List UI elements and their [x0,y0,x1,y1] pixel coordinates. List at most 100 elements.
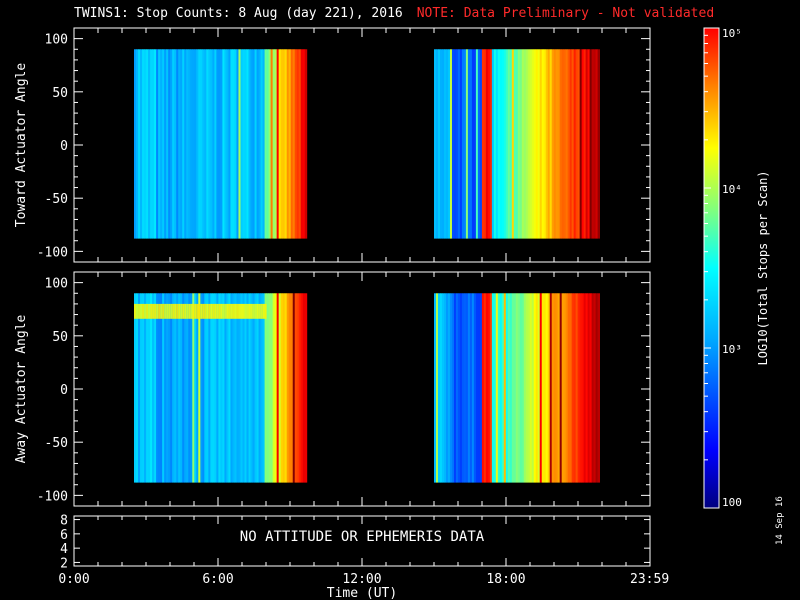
spectrogram-column [507,293,511,483]
spectrogram-column [503,49,507,239]
spectrogram-column [585,49,589,239]
spectrogram-band [252,303,255,319]
spectrogram-column [146,293,149,483]
spectrogram-column [479,293,483,483]
spectrogram-column [445,293,449,483]
spectrogram-column [250,49,253,239]
spectrogram-band [214,303,217,319]
spectrogram-band [262,303,266,319]
spectrogram-column [142,49,145,239]
y-tick-label: 100 [45,277,68,292]
spectrogram-band [226,303,229,319]
spectrogram-column [571,49,575,239]
y-axis-label: Away Actuator Angle [14,314,29,463]
x-tick-label: 23:59 [630,572,669,587]
spectrogram-band [180,303,183,319]
y-tick-label: 100 [45,33,68,48]
spectrogram-column [455,49,459,239]
spectrogram-column [254,293,257,483]
spectrogram-column [298,293,302,483]
spectrogram-band [144,303,147,319]
colorbar-tick-label: 10⁴ [722,183,742,196]
spectrogram-column [577,293,581,483]
spectrogram-column [527,293,531,483]
spectrogram-column [304,49,308,239]
spectrogram-column [236,293,239,483]
toward-angle-panel: 100 50 0 -50 -100 Toward Actuator Angle [14,27,651,263]
spectrogram-column [473,293,477,483]
spectrogram-column [224,293,227,483]
spectrogram-column [455,293,459,483]
spectrogram-column [270,293,274,483]
spectrogram-column [535,49,539,239]
spectrogram-column [541,49,545,239]
spectrogram-column [565,293,569,483]
spectrogram-column [174,49,177,239]
spectrogram-column [142,293,145,483]
spectrogram-column [597,49,600,239]
spectrogram-column [236,49,239,239]
spectrogram-column [509,293,513,483]
spectrogram-column [565,49,569,239]
spectrogram-column [587,49,591,239]
spectrogram-column [449,293,453,483]
spectrogram-column [146,49,149,239]
spectrogram-column [218,49,221,239]
spectrogram-column [511,293,515,483]
y-tick-label: 50 [52,86,68,101]
spectrogram-column [302,49,306,239]
y-axis-label: Toward Actuator Angle [14,63,29,228]
spectrogram-band [222,303,225,319]
spectrogram-column [176,293,179,483]
spectrogram-column [539,293,543,483]
spectrogram-column [190,293,193,483]
spectrogram-column [434,293,437,483]
spectrogram-band [196,303,199,319]
spectrogram-column [246,49,249,239]
spectrogram-column [467,49,471,239]
spectrogram-column [202,293,205,483]
spectrogram-column [182,49,185,239]
spectrogram-column [232,49,235,239]
spectrogram-column [477,49,481,239]
spectrogram-column [497,293,501,483]
spectrogram-column [541,293,545,483]
spectrogram-column [152,49,155,239]
spectrogram-column [531,49,535,239]
spectrogram-band [198,303,201,319]
spectrogram-column [441,293,445,483]
spectrogram-column [166,293,169,483]
spectrogram-column [515,293,519,483]
spectrogram-column [549,293,553,483]
spectrogram-column [264,49,268,239]
spectrogram-column [513,49,517,239]
spectrogram-band [192,303,195,319]
spectrogram-column [148,49,151,239]
spectrogram-column [583,293,587,483]
spectrogram-column [274,49,278,239]
spectrogram-column [280,293,284,483]
spectrogram-column [234,49,237,239]
spectrogram-column [148,293,151,483]
spectrogram-band [158,303,161,319]
spectrogram-band [176,303,179,319]
spectrogram-column [302,293,306,483]
spectrogram-column [134,49,137,239]
spectrogram-band [212,303,215,319]
spectrogram-column [483,49,487,239]
spectrogram-column [138,49,141,239]
spectrogram-column [276,49,280,239]
spectrogram-column [465,49,469,239]
spectrogram-column [262,49,266,239]
spectrogram-column [587,293,591,483]
spectrogram-column [521,293,525,483]
spectrogram-column [164,293,167,483]
spectrogram-column [274,293,278,483]
spectrogram-band [178,303,181,319]
spectrogram-column [591,293,595,483]
spectrogram-column [200,293,203,483]
spectrogram-band [232,303,235,319]
spectrogram-band [162,303,165,319]
spectrogram-column [497,49,501,239]
